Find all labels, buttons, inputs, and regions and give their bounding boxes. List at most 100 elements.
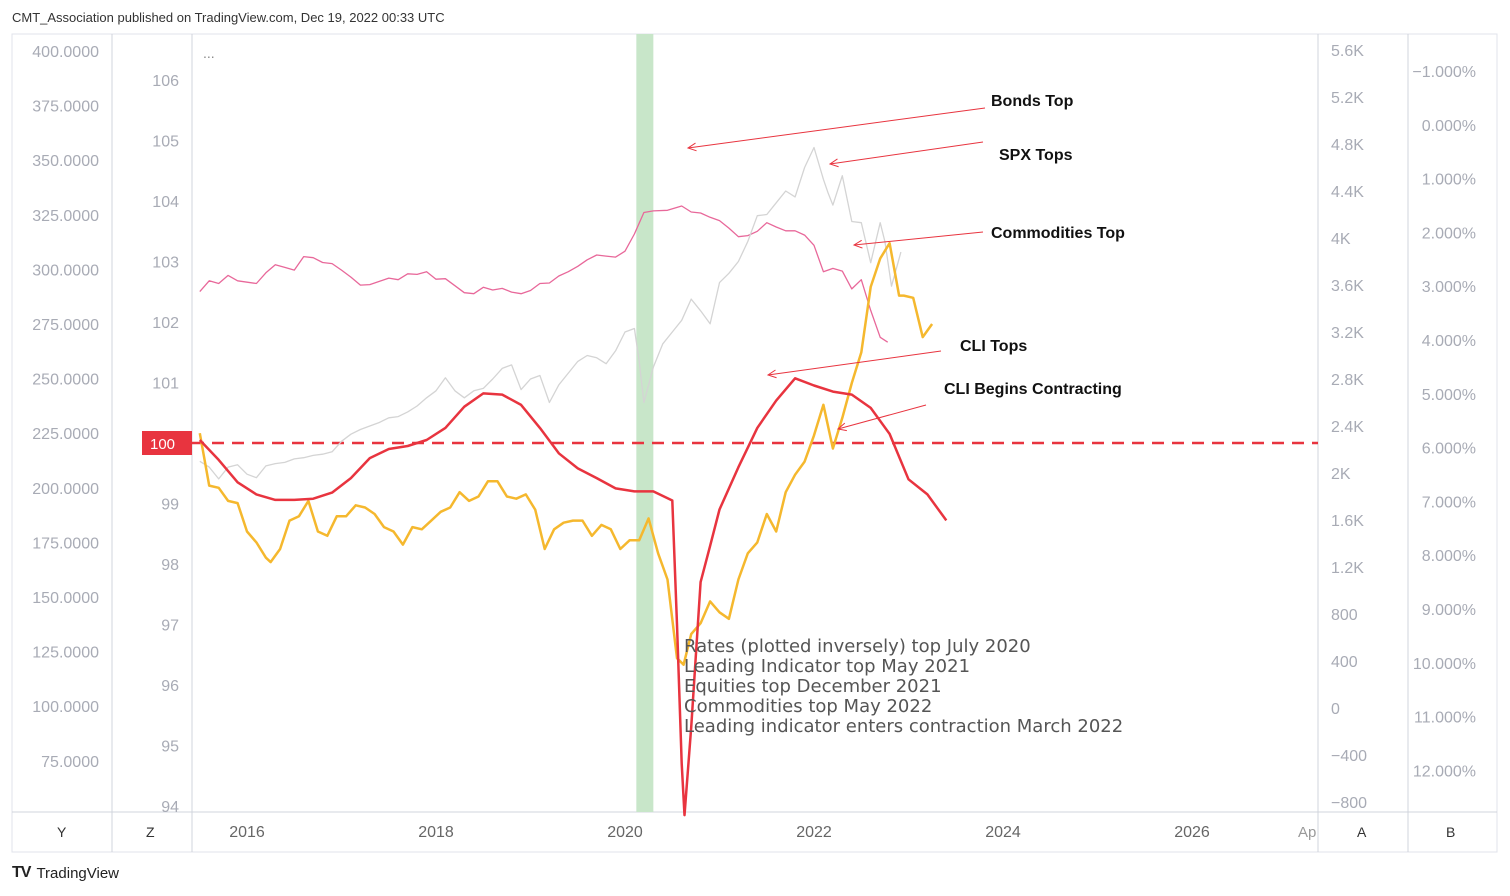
axis-tick-label: 96 bbox=[161, 678, 179, 695]
axis-tick-label: 0 bbox=[1331, 701, 1340, 718]
axis-tick-label: 101 bbox=[152, 376, 179, 393]
left-axis: 106 105 104 103 102 101 100 99 98 97 96 95 94 bbox=[152, 73, 179, 816]
axis-tick-label: 102 bbox=[152, 315, 179, 332]
axis-tick-label: 3.000% bbox=[1422, 279, 1476, 296]
annotation-arrow bbox=[767, 350, 942, 376]
annotation-label: Bonds Top bbox=[991, 93, 1074, 110]
axis-tick-label: 100.0000 bbox=[32, 699, 99, 716]
z-scale-button[interactable]: Z bbox=[146, 824, 155, 840]
axis-tick-label: 75.0000 bbox=[41, 754, 99, 771]
series-line-2 bbox=[198, 241, 934, 666]
axis-tick-label: 5.6K bbox=[1331, 43, 1364, 60]
axis-tick-label: 5.2K bbox=[1331, 90, 1364, 107]
annotation-arrow bbox=[829, 141, 984, 165]
series-line-0 bbox=[199, 205, 889, 343]
axis-tick-label: 1.6K bbox=[1331, 513, 1364, 530]
axis-tick-label: 200.0000 bbox=[32, 481, 99, 498]
leftmost-axis: 400.0000 375.0000 350.0000 325.0000 300.0000… bbox=[32, 44, 99, 771]
axis-tick-label: 8.000% bbox=[1422, 548, 1476, 565]
axis-tick-label: −1.000% bbox=[1412, 64, 1476, 81]
x-tick-label: 2024 bbox=[985, 824, 1021, 841]
annotation-arrowhead bbox=[686, 142, 697, 152]
recession-band bbox=[636, 34, 654, 812]
axis-tick-label: 97 bbox=[161, 618, 179, 635]
note-line: Leading indicator enters contraction Mar… bbox=[684, 716, 1123, 737]
right2-axis: −1.000% 0.000% 1.000% 2.000% 3.000% 4.000% 5.0… bbox=[1412, 64, 1476, 780]
axis-tick-label: 2.000% bbox=[1422, 225, 1476, 242]
axis-tick-label: 250.0000 bbox=[32, 372, 99, 389]
axis-tick-label: 6.000% bbox=[1422, 441, 1476, 458]
annotation-arrow bbox=[853, 231, 984, 246]
axis-tick-label: 375.0000 bbox=[32, 99, 99, 116]
axis-tick-label: 225.0000 bbox=[32, 426, 99, 443]
axis-tick-label: 0.000% bbox=[1422, 118, 1476, 135]
annotation-label: SPX Tops bbox=[999, 147, 1073, 164]
x-tick-label: 2018 bbox=[418, 824, 454, 841]
price-badge-bg bbox=[142, 431, 192, 455]
axis-tick-label: 4K bbox=[1331, 231, 1351, 248]
axis-tick-label: −800 bbox=[1331, 795, 1367, 812]
annotation-arrowhead bbox=[828, 158, 839, 168]
axis-tick-label: −400 bbox=[1331, 748, 1367, 765]
chart-ellipsis[interactable]: ... bbox=[203, 45, 215, 61]
x-tick-label: 2016 bbox=[229, 824, 265, 841]
cutoff-x-label: Ap bbox=[1298, 824, 1316, 841]
axis-tick-label: 11.000% bbox=[1414, 710, 1476, 727]
axis-tick-label: 94 bbox=[161, 799, 179, 816]
axis-tick-label: 300.0000 bbox=[32, 262, 99, 279]
series-line-1 bbox=[199, 146, 902, 480]
annotation-arrowhead bbox=[852, 239, 863, 249]
x-tick-label: 2026 bbox=[1174, 824, 1210, 841]
published-header: CMT_Association published on TradingView… bbox=[12, 10, 445, 25]
axis-tick-label: 350.0000 bbox=[32, 153, 99, 170]
note-line: Leading Indicator top May 2021 bbox=[684, 656, 970, 677]
right1-axis: 5.6K 5.2K 4.8K 4.4K 4K 3.6K 3.2K 2.8K 2.4K 2K 1.6K… bbox=[1331, 43, 1367, 812]
annotation-arrow bbox=[687, 107, 986, 149]
axis-tick-label: 400.0000 bbox=[32, 44, 99, 61]
note-line: Equities top December 2021 bbox=[684, 676, 942, 697]
a-scale-button[interactable]: A bbox=[1357, 824, 1367, 840]
axis-tick-label: 800 bbox=[1331, 607, 1358, 624]
axis-tick-label: 275.0000 bbox=[32, 317, 99, 334]
axis-tick-label: 4.4K bbox=[1331, 184, 1364, 201]
x-axis-ticks: 2016 2018 2020 2022 2024 2026 bbox=[229, 824, 1210, 841]
axis-tick-label: 150.0000 bbox=[32, 590, 99, 607]
tradingview-logo-icon: TV bbox=[12, 864, 31, 881]
axis-tick-label: 3.2K bbox=[1331, 325, 1364, 342]
scale-buttons: Y Z A B Ap bbox=[57, 824, 1455, 841]
axis-tick-label: 7.000% bbox=[1422, 494, 1476, 511]
chart-frame bbox=[11, 33, 1498, 853]
annotation-arrowhead bbox=[766, 369, 777, 379]
notes-group: Rates (plotted inversely) top July 2020L… bbox=[684, 636, 1123, 737]
footer-brand[interactable]: TV TradingView bbox=[12, 864, 119, 882]
footer-brand-text: TradingView bbox=[36, 864, 119, 882]
axis-tick-label: 98 bbox=[161, 557, 179, 574]
axis-tick-label: 12.000% bbox=[1413, 763, 1476, 780]
axis-tick-label: 1.2K bbox=[1331, 560, 1364, 577]
axis-tick-label: 175.0000 bbox=[32, 535, 99, 552]
axis-tick-label: 95 bbox=[161, 739, 179, 756]
axis-tick-label: 99 bbox=[161, 497, 179, 514]
annotation-label: Commodities Top bbox=[991, 225, 1125, 242]
axis-tick-label: 125.0000 bbox=[32, 645, 99, 662]
axis-tick-label: 3.6K bbox=[1331, 278, 1364, 295]
axis-tick-label: 105 bbox=[152, 134, 179, 151]
axis-tick-label: 2K bbox=[1331, 466, 1351, 483]
note-line: Commodities top May 2022 bbox=[684, 696, 932, 717]
annotation-arrowhead bbox=[836, 422, 847, 432]
axis-tick-label: 4.8K bbox=[1331, 137, 1364, 154]
price-badge: 100 bbox=[142, 431, 192, 455]
axis-tick-label: 400 bbox=[1331, 654, 1358, 671]
series-line-3 bbox=[198, 377, 948, 817]
axis-tick-label: 2.4K bbox=[1331, 419, 1364, 436]
y-scale-button[interactable]: Y bbox=[57, 824, 67, 840]
axis-tick-label: 1.000% bbox=[1422, 172, 1476, 189]
series-group bbox=[198, 146, 948, 817]
b-scale-button[interactable]: B bbox=[1446, 824, 1455, 840]
axis-tick-label: 325.0000 bbox=[32, 208, 99, 225]
axis-tick-label: 2.8K bbox=[1331, 372, 1364, 389]
x-tick-label: 2020 bbox=[607, 824, 643, 841]
price-badge-text: 100 bbox=[150, 436, 175, 453]
axis-tick-label: 104 bbox=[152, 194, 179, 211]
